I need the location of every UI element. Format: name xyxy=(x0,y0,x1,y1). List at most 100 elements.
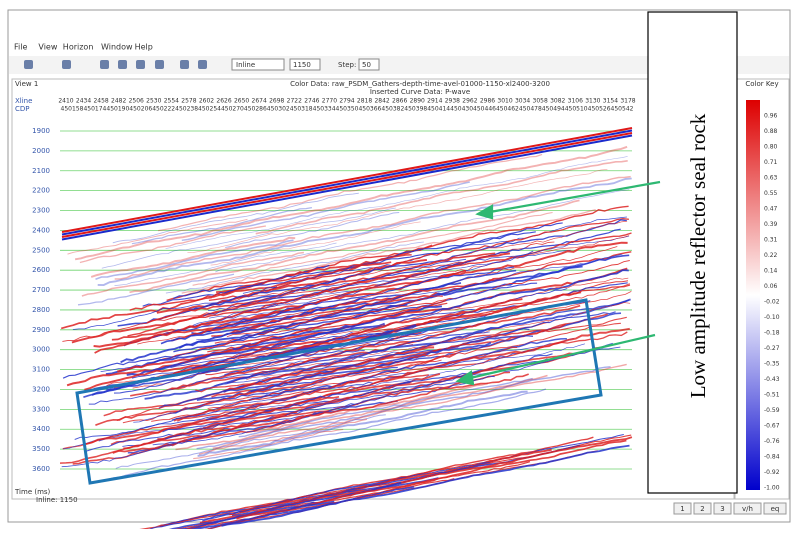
xline-number: 2410 xyxy=(58,98,73,105)
menu-item[interactable]: File xyxy=(14,43,27,52)
tool-button[interactable] xyxy=(100,60,109,69)
view-button-label[interactable]: 3 xyxy=(720,505,724,513)
depth-label: 3400 xyxy=(32,425,50,433)
cdp-number: 450446 xyxy=(473,106,496,113)
color-key-label: 0.22 xyxy=(764,252,778,259)
xline-number: 2938 xyxy=(445,98,460,105)
cdp-number: 450462 xyxy=(496,106,519,113)
color-bar xyxy=(746,100,760,490)
curve-data: Inserted Curve Data: P-wave xyxy=(370,88,470,96)
xline-number: 2842 xyxy=(374,98,389,105)
xline-number: 2506 xyxy=(129,98,144,105)
xline-number: 2962 xyxy=(462,98,477,105)
xline-number: 2986 xyxy=(480,98,495,105)
xline-number: 2698 xyxy=(269,98,284,105)
menu-item[interactable]: View xyxy=(38,43,57,52)
xline-number: 2794 xyxy=(339,98,354,105)
xline-number: 2650 xyxy=(234,98,249,105)
tool-button[interactable] xyxy=(198,60,207,69)
cdp-number: 450398 xyxy=(404,106,427,113)
color-key-label: 0.39 xyxy=(764,221,778,228)
color-key-label: 0.47 xyxy=(764,206,778,213)
step-label: Step: xyxy=(338,61,356,69)
xline-number: 2770 xyxy=(322,98,337,105)
cdp-number: 450158 xyxy=(61,106,84,113)
cdp-number: 450286 xyxy=(244,106,267,113)
color-key-label: -0.92 xyxy=(764,469,780,476)
cdp-number: 450254 xyxy=(198,106,221,113)
color-key-label: -0.10 xyxy=(764,314,780,321)
view-button-label[interactable]: eq xyxy=(771,505,780,513)
cdp-number: 450414 xyxy=(427,106,450,113)
tool-button[interactable] xyxy=(155,60,164,69)
cdp-number: 450222 xyxy=(152,106,175,113)
depth-label: 3300 xyxy=(32,405,50,413)
cdp-number: 450174 xyxy=(83,106,106,113)
cdp-number: 450478 xyxy=(519,106,542,113)
cdp-number: 450334 xyxy=(313,106,336,113)
xline-number: 3058 xyxy=(533,98,548,105)
color-key-label: 0.80 xyxy=(764,144,778,151)
mode-select-text[interactable]: Inline xyxy=(236,61,255,69)
menu-item[interactable]: Help xyxy=(135,43,153,52)
color-data: Color Data: raw_PSDM_Gathers-depth-time-… xyxy=(290,80,550,88)
color-key-label: -0.67 xyxy=(764,423,780,430)
inline-label: Inline: 1150 xyxy=(36,496,78,504)
depth-label: 2200 xyxy=(32,187,50,195)
color-key-label: 0.96 xyxy=(764,113,778,120)
color-key-label: 0.06 xyxy=(764,283,778,290)
inline-value[interactable]: 1150 xyxy=(293,61,311,69)
cdp-number: 450270 xyxy=(221,106,244,113)
depth-label: 2000 xyxy=(32,147,50,155)
cdp-number: 450366 xyxy=(358,106,381,113)
tool-button[interactable] xyxy=(180,60,189,69)
depth-label: 3600 xyxy=(32,465,50,473)
color-key-label: 0.31 xyxy=(764,237,778,244)
cdp-number: 450206 xyxy=(129,106,152,113)
xline-label: Xline xyxy=(15,97,32,105)
cdp-number: 450382 xyxy=(381,106,404,113)
depth-label: 3500 xyxy=(32,445,50,453)
cdp-number: 450190 xyxy=(106,106,129,113)
view-title: View 1 xyxy=(15,80,38,88)
view-button-label[interactable]: 2 xyxy=(700,505,704,513)
xline-number: 2578 xyxy=(181,98,196,105)
color-key-label: -0.51 xyxy=(764,392,780,399)
xline-number: 3130 xyxy=(585,98,600,105)
view-button-label[interactable]: 1 xyxy=(680,505,684,513)
depth-label: 2700 xyxy=(32,286,50,294)
tool-button[interactable] xyxy=(118,60,127,69)
tool-button[interactable] xyxy=(136,60,145,69)
cdp-label: CDP xyxy=(15,105,30,113)
cdp-number: 450430 xyxy=(450,106,473,113)
view-button-label[interactable]: v/h xyxy=(742,505,753,513)
xline-number: 3010 xyxy=(497,98,512,105)
annotation: Low amplitude reflector seal rock xyxy=(686,113,710,398)
depth-label: 3100 xyxy=(32,366,50,374)
depth-label: 2100 xyxy=(32,167,50,175)
tool-button[interactable] xyxy=(24,60,33,69)
menu-item[interactable]: Horizon xyxy=(63,43,94,52)
depth-label: 3000 xyxy=(32,346,50,354)
depth-label: 2500 xyxy=(32,246,50,254)
xline-number: 2602 xyxy=(199,98,214,105)
cdp-number: 450542 xyxy=(611,106,634,113)
color-key-label: -0.76 xyxy=(764,438,780,445)
tool-button[interactable] xyxy=(62,60,71,69)
color-key-label: -0.84 xyxy=(764,454,780,461)
color-key-label: 0.71 xyxy=(764,159,778,166)
xline-number: 2866 xyxy=(392,98,407,105)
xline-number: 3154 xyxy=(603,98,618,105)
depth-label: 1900 xyxy=(32,127,50,135)
color-key-label: 0.88 xyxy=(764,128,778,135)
xline-number: 2722 xyxy=(287,98,302,105)
depth-label: 3200 xyxy=(32,385,50,393)
menu-item[interactable]: Window xyxy=(101,43,133,52)
depth-label: 2400 xyxy=(32,226,50,234)
xline-number: 2818 xyxy=(357,98,372,105)
cdp-number: 450494 xyxy=(542,106,565,113)
xline-number: 3082 xyxy=(550,98,565,105)
step-value[interactable]: 50 xyxy=(362,61,371,69)
xline-number: 3106 xyxy=(568,98,583,105)
xline-number: 2914 xyxy=(427,98,442,105)
